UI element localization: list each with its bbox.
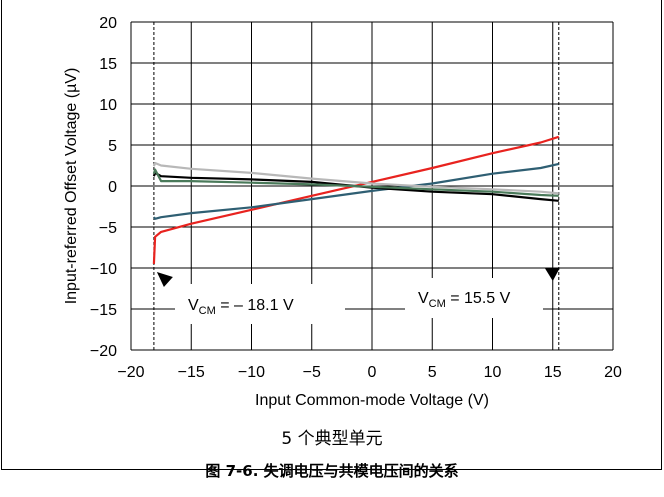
arrow-icon-left [156, 272, 173, 287]
figure-frame [1, 0, 662, 470]
series-line-5 [152, 168, 559, 197]
x-tick-label: 20 [604, 364, 622, 381]
y-tick-label: −20 [90, 343, 117, 360]
x-tick-label: −10 [238, 364, 265, 381]
y-tick-label: −10 [90, 261, 117, 278]
y-tick-label: 20 [99, 15, 117, 32]
series-line-2 [153, 162, 560, 220]
x-tick-label: −15 [178, 364, 205, 381]
x-tick-label: 10 [484, 364, 502, 381]
arrow-icon-right [544, 268, 560, 281]
offset-vs-vcm-chart: VCM = – 18.1 V VCM = 15.5 V −20 −15 −10 −5 0 5… [63, 15, 622, 409]
y-tick-label: 15 [99, 56, 117, 73]
y-tick-label: 5 [108, 138, 117, 155]
y-tick-label: 0 [108, 179, 117, 196]
x-axis-label: Input Common-mode Voltage (V) [255, 392, 489, 409]
series-line-1 [152, 135, 560, 264]
y-tick-label: −5 [99, 220, 117, 237]
x-tick-label: −5 [303, 364, 321, 381]
figure-note: 5 个典型单元 [281, 429, 383, 449]
figure-caption: 图 7-6. 失调电压与共模电压间的关系 [205, 462, 459, 480]
tick-label-layer: −20 −15 −10 −5 0 5 10 15 20 20 15 10 5 0 −5 −10 −15 −20 [90, 15, 622, 381]
x-tick-label: 15 [544, 364, 562, 381]
series-line-4 [152, 161, 559, 195]
series-layer [152, 135, 560, 264]
annotation-label-left: VCM = – 18.1 V [188, 297, 294, 317]
x-tick-label: −20 [117, 364, 144, 381]
y-tick-label: −15 [90, 302, 117, 319]
annotation-label-right: VCM = 15.5 V [418, 290, 511, 310]
y-tick-label: 10 [99, 97, 117, 114]
y-axis-label: Input-referred Offset Voltage (µV) [63, 68, 80, 305]
x-tick-label: 0 [368, 364, 377, 381]
x-tick-label: 5 [428, 364, 437, 381]
annotation-box-left [175, 284, 345, 324]
annotation-box-right [405, 278, 543, 318]
annotation-layer: VCM = – 18.1 V VCM = 15.5 V [156, 268, 560, 324]
